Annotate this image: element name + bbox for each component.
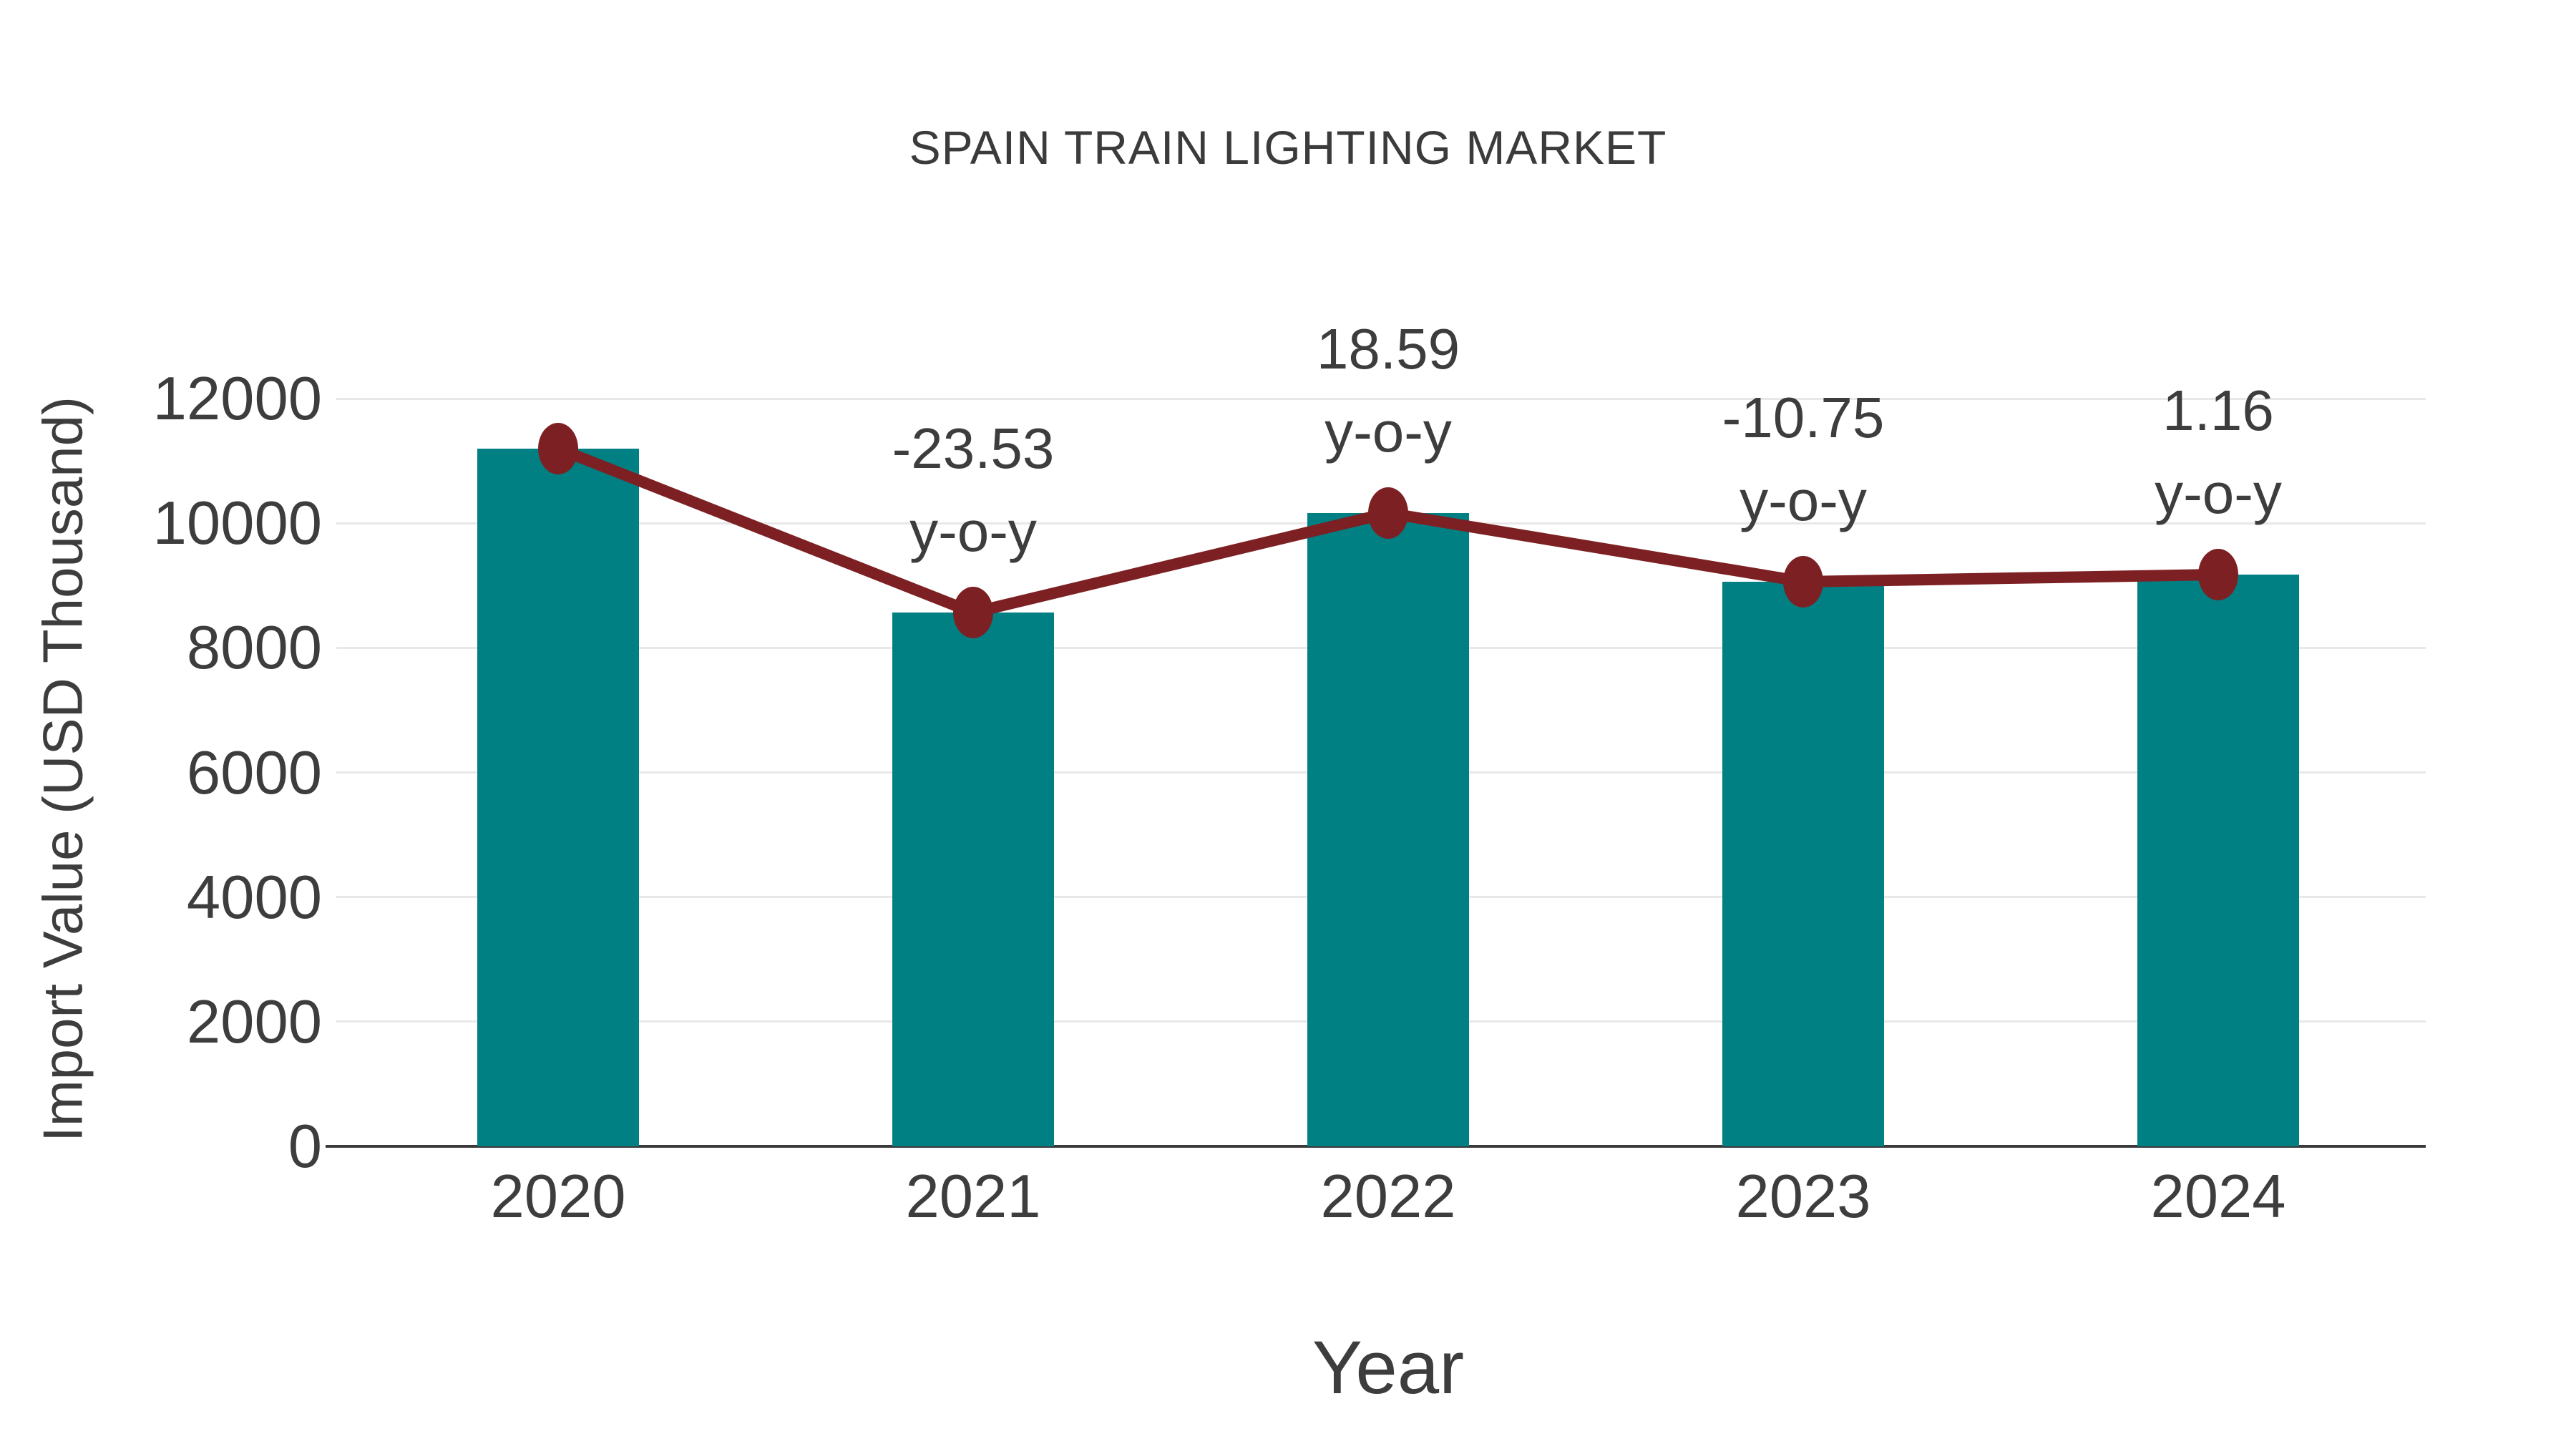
bar-2024 xyxy=(2137,575,2299,1146)
y-tick-label-8000: 8000 xyxy=(186,614,322,682)
y-tick-label-10000: 10000 xyxy=(152,489,322,557)
x-tick-label-2022: 2022 xyxy=(1320,1163,1456,1231)
y-tick-label-12000: 12000 xyxy=(152,365,322,433)
gridline-12000 xyxy=(336,398,2426,400)
bar-2022 xyxy=(1307,513,1469,1146)
annotation-2024: 1.16 y-o-y xyxy=(2155,379,2282,525)
x-tick-label-2021: 2021 xyxy=(905,1163,1041,1231)
y-tick-label-6000: 6000 xyxy=(186,739,322,807)
y-tick-label-0: 0 xyxy=(288,1113,322,1181)
x-tick-label-2024: 2024 xyxy=(2150,1163,2286,1231)
x-tick-label-2023: 2023 xyxy=(1735,1163,1871,1231)
y-tick-label-2000: 2000 xyxy=(186,988,322,1056)
x-axis-title: Year xyxy=(1312,1326,1465,1410)
bar-2023 xyxy=(1722,582,1884,1146)
y-tick-label-4000: 4000 xyxy=(186,864,322,932)
bar-2021 xyxy=(892,613,1054,1146)
x-tick-label-2020: 2020 xyxy=(490,1163,626,1231)
bar-2020 xyxy=(477,449,639,1146)
chart-title: SPAIN TRAIN LIGHTING MARKET xyxy=(909,121,1667,174)
x-axis-line xyxy=(326,1145,2426,1148)
